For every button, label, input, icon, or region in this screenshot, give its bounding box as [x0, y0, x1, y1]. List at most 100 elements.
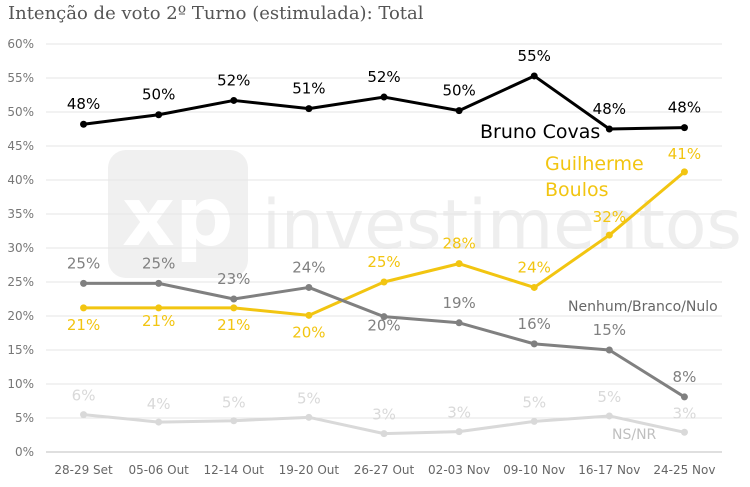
data-point — [80, 411, 88, 419]
data-label: 50% — [442, 82, 475, 100]
data-label: 3% — [447, 404, 471, 422]
y-tick-label: 20% — [7, 309, 34, 323]
data-label: 48% — [593, 100, 626, 118]
x-tick-label: 26-27 Out — [354, 463, 415, 477]
y-tick-label: 5% — [15, 411, 34, 425]
data-point — [305, 413, 313, 421]
series-name: Nenhum/Branco/Nulo — [568, 299, 718, 315]
data-label: 51% — [292, 80, 325, 98]
y-tick-label: 45% — [7, 139, 34, 153]
data-label: 3% — [673, 404, 697, 422]
data-point — [680, 124, 688, 132]
data-label: 48% — [668, 99, 701, 117]
data-point — [305, 283, 313, 291]
data-point — [380, 313, 388, 321]
data-point — [605, 412, 613, 420]
chart-title: Intenção de voto 2º Turno (estimulada): … — [8, 3, 424, 24]
data-point — [455, 428, 463, 436]
series-name: Bruno Covas — [480, 121, 600, 143]
data-point — [155, 418, 163, 426]
x-tick-label: 19-20 Out — [279, 463, 340, 477]
data-label: 21% — [67, 316, 100, 334]
data-point — [530, 72, 538, 80]
data-label: 55% — [518, 47, 551, 65]
x-tick-label: 24-25 Nov — [653, 463, 715, 477]
data-label: 52% — [217, 71, 250, 89]
y-tick-label: 50% — [7, 105, 34, 119]
y-tick-label: 0% — [15, 445, 34, 459]
data-point — [155, 279, 163, 287]
data-label: 15% — [593, 321, 626, 339]
data-label: 20% — [292, 323, 325, 341]
data-point — [455, 107, 463, 115]
x-tick-label: 05-06 Out — [128, 463, 189, 477]
watermark-logo-text: xp — [122, 170, 234, 265]
data-point — [680, 393, 688, 401]
data-point — [380, 430, 388, 438]
data-label: 4% — [147, 395, 171, 413]
watermark-text: investimentos — [262, 186, 742, 265]
data-label: 21% — [217, 316, 250, 334]
data-label: 25% — [67, 254, 100, 272]
data-point — [530, 340, 538, 348]
data-point — [605, 125, 613, 133]
data-label: 32% — [593, 208, 626, 226]
data-point — [605, 231, 613, 239]
y-tick-label: 40% — [7, 173, 34, 187]
data-point — [155, 111, 163, 119]
x-tick-label: 16-17 Nov — [578, 463, 640, 477]
y-tick-label: 60% — [7, 37, 34, 51]
series-name: Guilherme — [545, 153, 644, 175]
data-label: 6% — [72, 387, 96, 405]
data-label: 20% — [367, 317, 400, 335]
data-label: 16% — [518, 315, 551, 333]
x-tick-label: 12-14 Out — [204, 463, 265, 477]
y-tick-label: 35% — [7, 207, 34, 221]
data-point — [305, 311, 313, 319]
y-tick-label: 30% — [7, 241, 34, 255]
x-axis: 28-29 Set 05-06 Out 12-14 Out 19-20 Out 26-2… — [54, 463, 715, 477]
data-point — [155, 304, 163, 312]
series-name: NS/NR — [612, 427, 657, 443]
x-tick-label: 02-03 Nov — [428, 463, 490, 477]
data-point — [455, 260, 463, 268]
series-names: Bruno Covas Guilherme Boulos Nenhum/Branco/… — [480, 121, 718, 443]
data-point — [680, 168, 688, 176]
data-point — [530, 417, 538, 425]
data-label: 8% — [673, 368, 697, 386]
data-label: 5% — [597, 388, 621, 406]
data-point — [380, 93, 388, 101]
y-tick-label: 25% — [7, 275, 34, 289]
data-point — [605, 346, 613, 354]
data-point — [680, 428, 688, 436]
data-point — [80, 120, 88, 128]
data-label: 21% — [142, 312, 175, 330]
y-axis: 0% 5% 10% 15% 20% 25% 30% 35% 40% 45% 50% 55% 60% — [7, 37, 34, 459]
data-point — [80, 279, 88, 287]
data-point — [80, 304, 88, 312]
data-label: 3% — [372, 406, 396, 424]
data-point — [230, 417, 238, 425]
data-point — [230, 96, 238, 104]
data-label: 52% — [367, 68, 400, 86]
data-point — [230, 295, 238, 303]
series-name: Boulos — [545, 179, 609, 201]
data-point — [380, 278, 388, 286]
series-lines — [80, 72, 688, 438]
y-tick-label: 10% — [7, 377, 34, 391]
data-label: 24% — [518, 258, 551, 276]
data-label: 24% — [292, 258, 325, 276]
data-label: 41% — [668, 145, 701, 163]
data-point — [455, 319, 463, 327]
data-label: 5% — [222, 394, 246, 412]
data-label: 48% — [67, 95, 100, 113]
data-label: 5% — [522, 393, 546, 411]
y-tick-label: 15% — [7, 343, 34, 357]
data-label: 25% — [142, 254, 175, 272]
data-point — [530, 283, 538, 291]
data-label: 25% — [367, 253, 400, 271]
watermark: xp investimentos — [108, 150, 742, 278]
data-label: 19% — [442, 294, 475, 312]
x-tick-label: 28-29 Set — [54, 463, 113, 477]
